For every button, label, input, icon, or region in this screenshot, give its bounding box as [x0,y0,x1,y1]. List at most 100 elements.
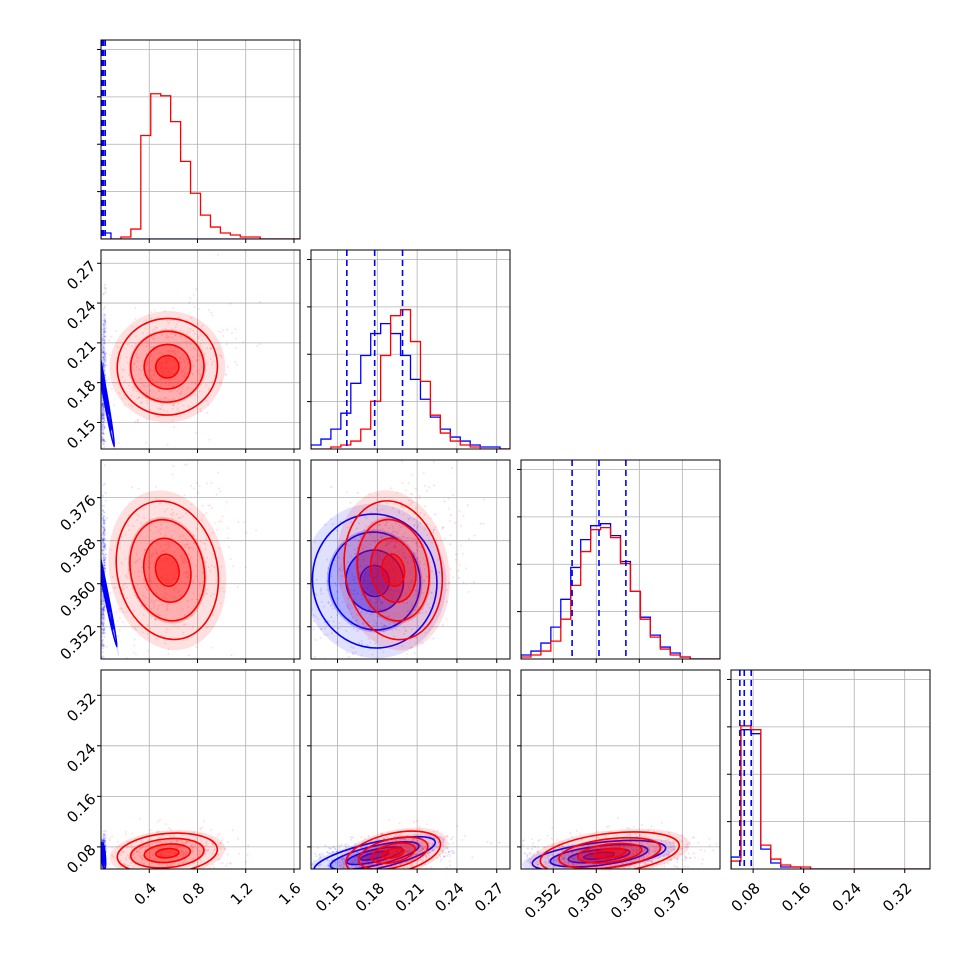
sample-point-red [136,360,139,363]
sample-point-blue [382,630,385,633]
sample-point-red [195,598,198,601]
sample-point-red [118,617,121,620]
sample-point-red [414,842,417,845]
sample-point-blue [651,860,654,863]
sample-point-red [350,604,353,607]
sample-point-blue [323,633,326,636]
sample-point-red [229,558,232,561]
sample-point-red [184,365,187,368]
sample-point-blue [411,864,414,867]
sample-point-red [117,875,119,877]
density-fill-red [371,843,416,864]
y-tick-label: 0.08 [63,841,99,877]
sample-point-red [132,651,135,654]
sample-point-blue [102,424,105,427]
sample-point-red [145,854,148,857]
sample-point-blue [349,692,351,694]
sample-point-blue [392,554,395,557]
sample-point-red [146,852,149,855]
sample-point-red [166,320,169,323]
sample-point-red [454,522,457,525]
sample-point-red [355,629,358,632]
sample-point-red [167,593,170,596]
sample-point-red [388,589,391,592]
sample-point-blue [103,369,106,372]
sample-point-red [139,851,142,854]
sample-point-red [91,876,93,878]
sample-point-red [448,864,451,867]
sample-point-blue [103,841,106,844]
sample-point-red [118,628,121,631]
sample-point-red [343,862,346,865]
density-fill-red [108,490,227,651]
sample-point-blue [103,882,105,884]
sample-point-blue [102,315,105,318]
sample-point-red [150,878,152,880]
sample-point-blue [320,627,323,630]
sample-point-red [331,866,334,869]
sample-point-red [346,879,348,881]
sample-point-blue [420,849,423,852]
sample-point-red [409,537,412,540]
sample-point-red [385,552,388,555]
sample-point-blue [102,560,105,563]
sample-point-red [179,415,182,418]
sample-point-blue [102,614,105,617]
sample-point-blue [354,553,357,556]
sample-point-blue [327,677,329,679]
sample-point-red [213,522,216,525]
sample-point-blue [102,643,105,646]
sample-point-red [425,575,428,578]
sample-point-red [424,855,427,858]
sample-point-blue [103,426,106,429]
sample-point-red [362,547,365,550]
sample-point-red [163,510,166,513]
sample-point-red [131,394,134,397]
sample-point-blue [103,543,106,546]
sample-point-blue [418,849,421,852]
sample-point-blue [379,602,382,605]
sample-point-blue [366,587,369,590]
sample-point-red [179,357,182,360]
sample-point-red [140,382,143,385]
sample-point-red [137,854,140,857]
sample-point-blue [308,852,310,854]
sample-point-red [408,852,411,855]
sample-point-red [412,820,415,823]
sample-point-red [181,404,184,407]
sample-point-red [197,355,200,358]
sample-point-red [377,605,380,608]
sample-point-red [151,329,154,332]
sample-point-blue [277,867,279,869]
sample-point-red [428,838,431,841]
sample-point-blue [443,855,446,858]
sample-point-red [183,555,186,558]
sample-point-red [212,531,215,534]
sample-point-blue [356,592,359,595]
sample-point-red [191,845,194,848]
sample-point-blue [402,871,404,873]
sample-point-blue [101,622,104,625]
sample-point-red [414,558,417,561]
sample-point-red [139,369,142,372]
sample-point-red [430,570,433,573]
sample-point-blue [102,443,105,446]
sample-point-red [184,623,187,626]
sample-point-blue [393,852,396,855]
sample-point-red [186,840,189,843]
sample-point-red [126,854,129,857]
sample-point-blue [102,351,105,354]
sample-point-blue [103,626,106,629]
sample-point-blue [101,339,104,342]
sample-point-blue [367,857,370,860]
sample-point-blue [296,855,298,857]
sample-point-blue [426,851,429,854]
sample-point-blue [377,538,380,541]
sample-point-red [385,564,388,567]
sample-point-red [196,853,199,856]
sample-point-red [414,542,417,545]
sample-point-red [131,846,134,849]
sample-point-red [142,507,145,510]
sample-point-blue [104,419,107,422]
